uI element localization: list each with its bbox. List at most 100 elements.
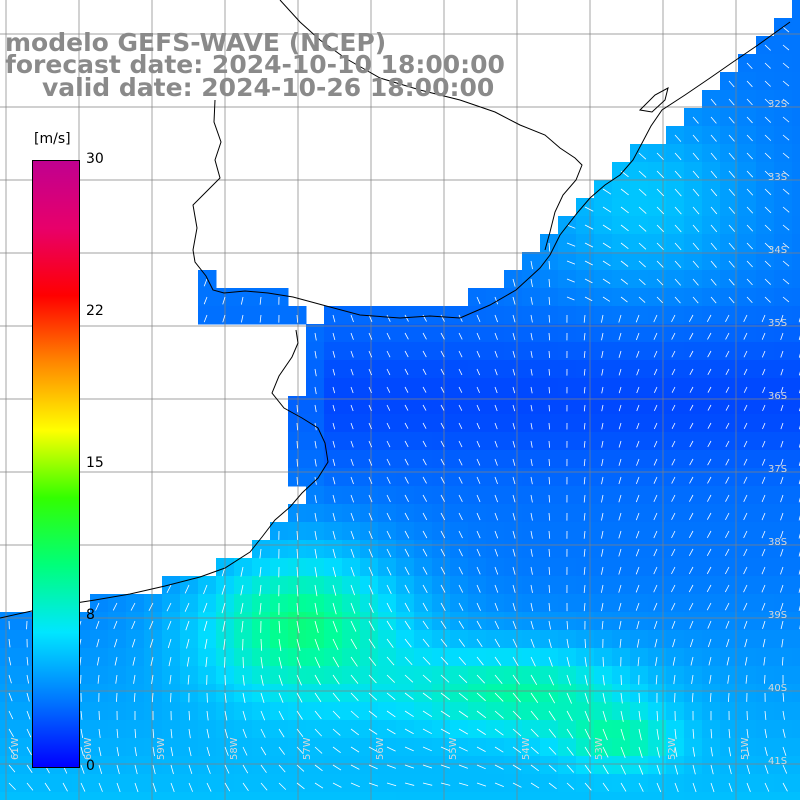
wind-arrow <box>368 566 374 576</box>
wind-arrow <box>566 278 575 283</box>
wind-speed-cell <box>792 720 800 739</box>
wind-arrow <box>583 566 586 575</box>
wind-arrow <box>188 764 193 775</box>
latitude-label: 34S <box>768 245 787 256</box>
wind-arrow <box>727 674 730 684</box>
wind-arrow <box>458 584 464 593</box>
wind-arrow <box>709 674 712 684</box>
wind-arrow <box>618 350 622 358</box>
wind-arrow <box>583 404 586 412</box>
longitude-label: 58W <box>229 737 240 760</box>
wind-arrow <box>530 728 539 737</box>
wind-arrow <box>671 602 676 611</box>
wind-arrow <box>635 602 640 611</box>
wind-arrow <box>458 602 464 611</box>
wind-arrow <box>350 656 358 667</box>
wind-arrow <box>278 674 283 686</box>
wind-arrow <box>618 530 622 539</box>
wind-arrow <box>494 620 500 630</box>
wind-arrow <box>746 80 753 88</box>
wind-arrow <box>636 368 640 376</box>
wind-arrow <box>512 584 516 593</box>
wind-arrow <box>601 530 604 539</box>
wind-arrow <box>601 620 604 630</box>
wind-arrow <box>259 548 262 559</box>
wind-arrow <box>746 260 753 268</box>
wind-arrow <box>638 692 640 704</box>
colorbar-tick-30: 30 <box>86 151 104 167</box>
wind-arrow <box>368 512 373 521</box>
wind-arrow <box>674 134 682 142</box>
wind-arrow <box>512 620 517 630</box>
wind-arrow <box>476 602 481 611</box>
wind-arrow <box>332 602 337 615</box>
wind-arrow <box>566 764 575 773</box>
wind-arrow <box>404 386 409 393</box>
wind-arrow <box>782 206 790 213</box>
wind-arrow <box>653 620 658 629</box>
wind-arrow <box>530 458 533 467</box>
wind-speed-cell <box>72 792 91 800</box>
wind-arrow <box>404 638 412 648</box>
wind-arrow <box>671 512 676 521</box>
wind-arrow <box>780 602 784 611</box>
wind-arrow <box>206 746 211 757</box>
wind-arrow <box>781 638 784 648</box>
wind-arrow <box>638 746 643 759</box>
wind-arrow <box>476 512 481 521</box>
wind-arrow <box>620 224 629 232</box>
wind-arrow <box>780 512 784 521</box>
wind-arrow <box>638 152 647 160</box>
wind-arrow <box>706 584 712 593</box>
wind-arrow <box>512 332 516 341</box>
wind-speed-cell <box>792 396 800 415</box>
wind-arrow <box>386 440 391 448</box>
wind-arrow <box>743 404 748 411</box>
wind-arrow <box>566 638 569 649</box>
wind-arrow <box>422 584 428 594</box>
wind-arrow <box>566 728 574 739</box>
wind-arrow <box>743 314 748 323</box>
wind-arrow <box>688 566 694 575</box>
colorbar-tick-15: 15 <box>86 455 104 471</box>
wind-arrow <box>728 728 731 739</box>
wind-speed-cell <box>792 432 800 451</box>
wind-arrow <box>601 404 604 412</box>
wind-arrow <box>350 620 357 632</box>
wind-speed-cell <box>198 792 217 800</box>
wind-arrow <box>458 350 463 358</box>
wind-arrow <box>314 350 317 359</box>
wind-arrow <box>584 224 594 230</box>
wind-arrow <box>332 440 336 448</box>
wind-arrow <box>314 710 322 720</box>
wind-arrow <box>404 584 410 594</box>
wind-arrow <box>350 386 354 394</box>
wind-arrow <box>746 62 753 70</box>
wind-arrow <box>548 458 551 467</box>
wind-arrow <box>656 746 660 758</box>
wind-arrow <box>656 260 664 268</box>
wind-arrow <box>743 584 748 593</box>
wind-arrow <box>494 746 504 753</box>
wind-arrow <box>422 494 428 502</box>
wind-speed-cell <box>162 792 181 800</box>
wind-arrow <box>422 458 427 466</box>
wind-arrow <box>404 692 414 700</box>
wind-arrow <box>566 746 574 756</box>
wind-arrow <box>512 512 516 521</box>
wind-arrow <box>635 314 640 323</box>
wind-arrow <box>653 602 658 611</box>
wind-speed-cell <box>504 792 523 800</box>
wind-arrow <box>222 314 226 323</box>
wind-arrow <box>386 404 391 411</box>
wind-arrow <box>583 350 586 358</box>
wind-arrow <box>368 494 373 503</box>
wind-speed-cell <box>648 792 667 800</box>
wind-arrow <box>278 764 286 773</box>
wind-arrow <box>689 620 694 629</box>
wind-arrow <box>782 188 790 195</box>
wind-arrow <box>259 584 262 596</box>
wind-arrow <box>368 548 373 558</box>
wind-speed-cell <box>144 792 163 800</box>
wind-arrow <box>332 458 336 466</box>
